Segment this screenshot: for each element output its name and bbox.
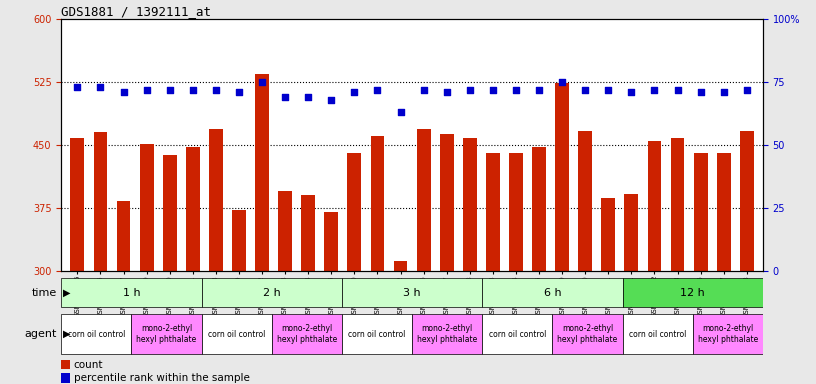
Bar — [301, 195, 315, 271]
Point — [671, 86, 684, 93]
Bar — [70, 138, 84, 271]
Bar — [209, 129, 223, 271]
Text: mono-2-ethyl
hexyl phthalate: mono-2-ethyl hexyl phthalate — [417, 324, 477, 344]
Text: agent: agent — [24, 329, 57, 339]
Bar — [202, 314, 272, 354]
Point — [186, 86, 199, 93]
Point — [717, 89, 730, 95]
Text: mono-2-ethyl
hexyl phthalate: mono-2-ethyl hexyl phthalate — [557, 324, 618, 344]
Bar — [693, 314, 763, 354]
Text: time: time — [32, 288, 57, 298]
Bar — [61, 278, 202, 308]
Text: corn oil control: corn oil control — [348, 329, 406, 339]
Text: corn oil control: corn oil control — [68, 329, 125, 339]
Bar — [623, 314, 693, 354]
Bar — [412, 314, 482, 354]
Point — [648, 86, 661, 93]
Point — [255, 79, 268, 85]
Point — [71, 84, 84, 90]
Bar — [186, 147, 200, 271]
Text: 12 h: 12 h — [681, 288, 705, 298]
Bar — [579, 131, 592, 271]
Bar — [140, 144, 153, 271]
Point — [163, 86, 176, 93]
Bar — [555, 83, 569, 271]
Point — [694, 89, 707, 95]
Bar — [509, 152, 523, 271]
Text: 1 h: 1 h — [122, 288, 140, 298]
Bar — [131, 314, 202, 354]
Bar — [61, 360, 69, 369]
Text: 6 h: 6 h — [543, 288, 561, 298]
Point — [601, 86, 614, 93]
Bar — [370, 136, 384, 271]
Point — [533, 86, 546, 93]
Bar — [117, 201, 131, 271]
Point — [579, 86, 592, 93]
Bar — [648, 141, 662, 271]
Point — [486, 86, 499, 93]
Point — [556, 79, 569, 85]
Point — [440, 89, 453, 95]
Bar — [94, 132, 108, 271]
Bar — [694, 152, 707, 271]
Point — [509, 86, 522, 93]
Point — [302, 94, 315, 100]
Bar — [162, 155, 176, 271]
Bar — [463, 138, 477, 271]
Bar — [532, 147, 546, 271]
Point — [348, 89, 361, 95]
Bar — [482, 314, 552, 354]
Text: count: count — [73, 360, 104, 370]
Point — [740, 86, 753, 93]
Bar — [716, 152, 730, 271]
Bar — [482, 278, 623, 308]
Text: corn oil control: corn oil control — [629, 329, 686, 339]
Bar — [342, 314, 412, 354]
Point — [394, 109, 407, 115]
Text: 2 h: 2 h — [263, 288, 281, 298]
Point — [233, 89, 246, 95]
Bar — [624, 194, 638, 271]
Bar — [61, 373, 69, 382]
Bar — [552, 314, 623, 354]
Point — [117, 89, 130, 95]
Text: corn oil control: corn oil control — [489, 329, 546, 339]
Bar — [324, 212, 338, 271]
Bar — [440, 134, 454, 271]
Text: ▶: ▶ — [63, 288, 70, 298]
Point — [371, 86, 384, 93]
Bar — [740, 131, 754, 271]
Point — [140, 86, 153, 93]
Text: ▶: ▶ — [63, 329, 70, 339]
Bar — [202, 278, 342, 308]
Text: 3 h: 3 h — [403, 288, 421, 298]
Text: mono-2-ethyl
hexyl phthalate: mono-2-ethyl hexyl phthalate — [277, 324, 337, 344]
Bar — [272, 314, 342, 354]
Bar — [342, 278, 482, 308]
Point — [210, 86, 223, 93]
Bar — [255, 74, 269, 271]
Text: mono-2-ethyl
hexyl phthalate: mono-2-ethyl hexyl phthalate — [136, 324, 197, 344]
Text: mono-2-ethyl
hexyl phthalate: mono-2-ethyl hexyl phthalate — [698, 324, 758, 344]
Bar — [61, 314, 131, 354]
Point — [625, 89, 638, 95]
Bar — [232, 210, 246, 271]
Point — [325, 97, 338, 103]
Point — [417, 86, 430, 93]
Text: percentile rank within the sample: percentile rank within the sample — [73, 373, 250, 383]
Bar — [601, 198, 615, 271]
Bar — [417, 129, 431, 271]
Bar — [393, 261, 407, 271]
Text: GDS1881 / 1392111_at: GDS1881 / 1392111_at — [61, 5, 211, 18]
Point — [278, 94, 291, 100]
Bar — [623, 278, 763, 308]
Bar — [348, 152, 361, 271]
Point — [463, 86, 477, 93]
Text: corn oil control: corn oil control — [208, 329, 265, 339]
Bar — [671, 138, 685, 271]
Point — [94, 84, 107, 90]
Bar — [486, 152, 499, 271]
Bar — [278, 191, 292, 271]
